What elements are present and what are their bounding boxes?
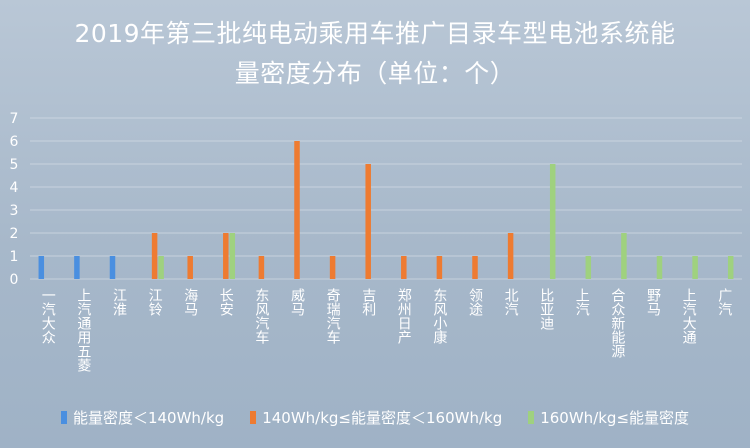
- x-tick-label: 长安: [218, 288, 234, 316]
- x-tick-label: 江淮: [111, 288, 127, 316]
- bar-series2: [507, 233, 514, 279]
- x-tick-label: 吉利: [360, 288, 376, 316]
- legend-item-series3: 160Wh/kg≤能量密度: [528, 406, 689, 428]
- y-tick-label: 4: [10, 180, 19, 196]
- bar-series2: [151, 233, 158, 279]
- bar-series2: [472, 256, 478, 279]
- legend-swatch-series2: [250, 410, 257, 424]
- legend-item-series1: 能量密度＜140Wh/kg: [60, 406, 225, 428]
- legend-label-series2: 140Wh/kg≤能量密度＜160Wh/kg: [262, 408, 503, 427]
- bar-series3: [692, 256, 698, 279]
- bar-series3: [585, 256, 592, 279]
- chart-title: 2019年第三批纯电动乘用车推广目录车型电池系统能 量密度分布（单位：个）: [0, 14, 750, 94]
- x-tick-label: 比亚迪: [538, 288, 554, 331]
- chart-title-line2: 量密度分布（单位：个）: [234, 59, 516, 88]
- legend-swatch-series3: [528, 410, 535, 424]
- chart-title-line1: 2019年第三批纯电动乘用车推广目录车型电池系统能: [74, 19, 676, 48]
- bar-series1: [38, 256, 45, 279]
- bar-series2: [294, 141, 300, 279]
- bar-series3: [229, 233, 236, 279]
- bar-series2: [401, 256, 407, 279]
- x-tick-label: 东风汽车: [253, 288, 269, 344]
- y-tick-label: 3: [10, 203, 19, 219]
- y-tick-label: 7: [10, 111, 19, 127]
- x-tick-label: 上汽: [574, 288, 590, 316]
- legend-label-series3: 160Wh/kg≤能量密度: [540, 408, 690, 427]
- bar-series2: [329, 256, 336, 279]
- bar-series3: [158, 256, 164, 279]
- x-tick-label: 奇瑞汽车: [325, 287, 341, 344]
- x-tick-label: 上汽大通: [681, 288, 697, 345]
- x-tick-label: 一汽大众: [40, 288, 56, 344]
- x-tick-label: 东风小康: [431, 288, 447, 344]
- legend-swatch-series1: [60, 410, 67, 424]
- x-tick-label: 江铃: [147, 288, 163, 316]
- bar-series2: [258, 256, 265, 279]
- y-tick-label: 5: [10, 157, 19, 173]
- legend-label-series1: 能量密度＜140Wh/kg: [72, 408, 225, 427]
- x-tick-label: 北汽: [503, 288, 519, 316]
- legend: 能量密度＜140Wh/kg 140Wh/kg≤能量密度＜160Wh/kg 160…: [0, 406, 750, 428]
- bar-series1: [74, 256, 80, 279]
- bar-series3: [621, 233, 627, 279]
- y-tick-label: 6: [10, 134, 19, 150]
- x-tick-label: 威马: [289, 288, 305, 316]
- bar-series2: [187, 256, 193, 279]
- bar-series2: [223, 233, 229, 279]
- legend-item-series2: 140Wh/kg≤能量密度＜160Wh/kg: [250, 406, 502, 428]
- bar-series3: [727, 256, 734, 279]
- x-tick-label: 野马: [645, 288, 661, 316]
- y-tick-label: 1: [10, 249, 19, 265]
- x-tick-label: 海马: [182, 288, 198, 316]
- y-tick-label: 0: [10, 272, 19, 288]
- x-tick-label: 领途: [467, 288, 483, 317]
- x-tick-label: 合众新能源: [609, 288, 625, 358]
- x-tick-label: 郑州日产: [396, 288, 412, 345]
- y-tick-label: 2: [10, 226, 19, 242]
- x-tick-label: 上汽通用五菱: [75, 288, 91, 372]
- bar-series3: [549, 164, 556, 279]
- bar-series1: [109, 256, 116, 279]
- bar-series2: [436, 256, 443, 279]
- bar-series2: [365, 164, 371, 279]
- bar-series3: [656, 256, 663, 279]
- x-tick-label: 广汽: [716, 288, 732, 316]
